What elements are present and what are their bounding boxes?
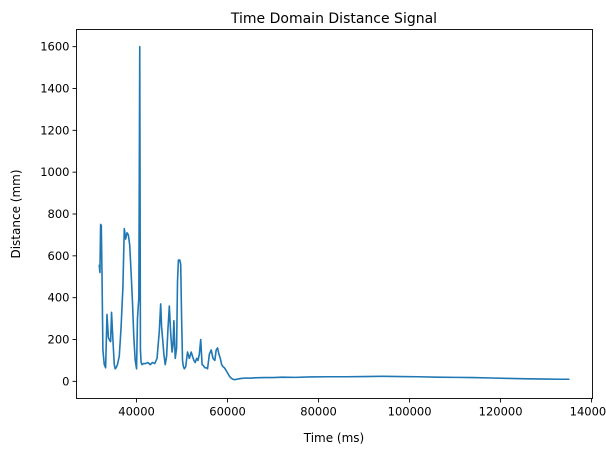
plot-frame <box>76 29 593 399</box>
y-tick-label: 1600 <box>40 40 69 54</box>
y-tick-label: 1200 <box>40 123 69 137</box>
chart-title: Time Domain Distance Signal <box>230 11 437 27</box>
y-tick-label: 1400 <box>40 81 69 95</box>
y-tick-label: 0 <box>62 374 69 388</box>
x-tick-label: 40000 <box>118 405 155 419</box>
x-axis-label: Time (ms) <box>303 431 365 445</box>
y-tick-label: 400 <box>48 291 70 305</box>
y-axis-label: Distance (mm) <box>9 169 23 258</box>
y-tick-label: 200 <box>48 333 70 347</box>
x-tick-label: 100000 <box>388 405 432 419</box>
plot-series-group <box>98 45 570 381</box>
x-tick-label: 80000 <box>300 405 337 419</box>
series-line-0 <box>98 45 570 381</box>
y-tick-label: 600 <box>48 249 70 263</box>
y-tick-label: 800 <box>48 207 70 221</box>
x-tick-label: 120000 <box>479 405 523 419</box>
x-tick-label: 60000 <box>209 405 246 419</box>
y-tick-label: 1000 <box>40 165 69 179</box>
y-axis-ticks: 0 200 400 600 800 1000 1200 1400 1600 <box>40 40 77 388</box>
